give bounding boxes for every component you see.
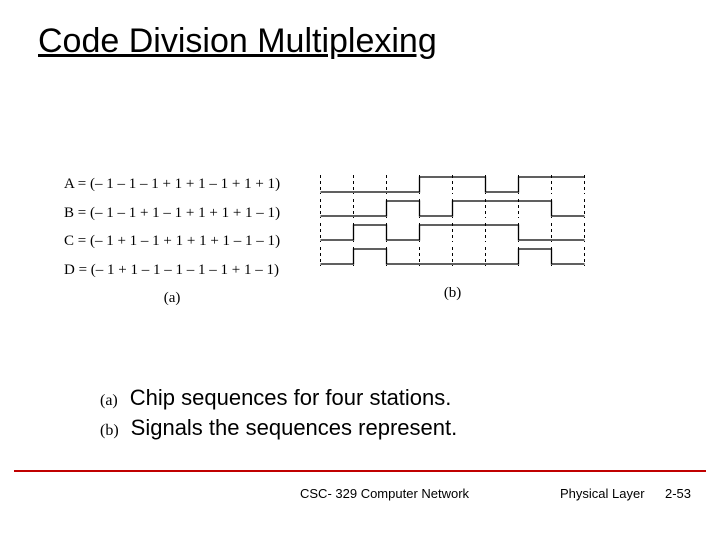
waveform-diagram: [320, 170, 585, 272]
waveform-column: (b): [320, 170, 585, 302]
page-title: Code Division Multiplexing: [38, 22, 437, 61]
caption-b: (b) Signals the sequences represent.: [100, 415, 457, 441]
footer-course: CSC- 329 Computer Network: [300, 486, 469, 501]
caption-tag-b: (b): [100, 422, 119, 440]
divider-line: [14, 470, 706, 472]
footer-page: 2-53: [665, 486, 691, 501]
caption-text-a: Chip sequences for four stations.: [130, 385, 452, 411]
captions: (a) Chip sequences for four stations. (b…: [100, 385, 457, 445]
chip-sequences: A = (– 1 – 1 – 1 + 1 + 1 – 1 + 1 + 1) B …: [64, 170, 280, 284]
footer-chapter: Physical Layer: [560, 486, 645, 501]
figure-area: A = (– 1 – 1 – 1 + 1 + 1 – 1 + 1 + 1) B …: [64, 170, 700, 307]
caption-a: (a) Chip sequences for four stations.: [100, 385, 457, 411]
label-a: (a): [64, 290, 280, 307]
caption-text-b: Signals the sequences represent.: [131, 415, 458, 441]
caption-tag-a: (a): [100, 392, 118, 410]
label-b: (b): [320, 285, 585, 302]
sequences-column: A = (– 1 – 1 – 1 + 1 + 1 – 1 + 1 + 1) B …: [64, 170, 280, 307]
